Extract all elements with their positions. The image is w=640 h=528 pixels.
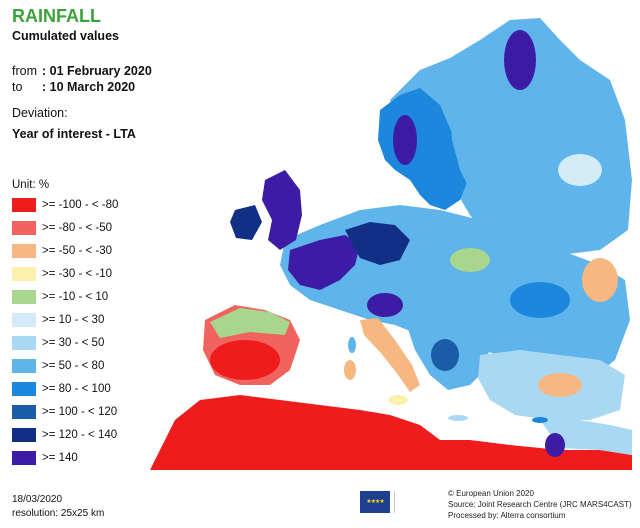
period-to-label: to: [12, 80, 23, 94]
legend-swatch: [12, 220, 36, 235]
eu-logo: ★★★★: [360, 486, 432, 518]
patch-russia-dry: [558, 154, 602, 186]
patch-morocco-dry: [180, 410, 260, 450]
legend-swatch: [12, 381, 36, 396]
patch-alps-wet: [367, 293, 403, 317]
legend-item: >= 100 - < 120: [12, 400, 118, 423]
period-from: from : 01 February 2020: [12, 64, 152, 78]
legend-swatch: [12, 450, 36, 465]
patch-baltic-dry: [450, 248, 490, 272]
credit-processed: Processed by: Alterra consortium: [448, 511, 566, 520]
ec-logo-text-icon: [394, 491, 425, 513]
map-subtitle: Cumulated values: [12, 29, 119, 43]
legend-item: >= -50 - < -30: [12, 239, 118, 262]
legend-swatch: [12, 358, 36, 373]
legend-label: >= 140: [42, 451, 78, 464]
legend-label: >= 30 - < 50: [42, 336, 105, 349]
credit-source: Source: Joint Research Centre (JRC MARS4…: [448, 500, 632, 509]
period-from-label: from: [12, 64, 37, 78]
region-iberia-north: [210, 308, 290, 338]
legend-label: >= 120 - < 140: [42, 428, 118, 441]
legend-label: >= -80 - < -50: [42, 221, 112, 234]
legend-label: >= 100 - < 120: [42, 405, 118, 418]
eu-flag-icon: ★★★★: [360, 491, 390, 513]
region-east-north-africa: [430, 440, 632, 470]
legend-swatch: [12, 427, 36, 442]
legend: >= -100 - < -80 >= -80 - < -50 >= -50 - …: [12, 193, 118, 469]
region-north-russia: [390, 18, 632, 255]
legend-label: >= 80 - < 100: [42, 382, 111, 395]
legend-item: >= -100 - < -80: [12, 193, 118, 216]
legend-label: >= 50 - < 80: [42, 359, 105, 372]
island-sicily: [388, 395, 408, 405]
legend-label: >= -50 - < -30: [42, 244, 112, 257]
patch-caucasus-dry: [582, 258, 618, 302]
legend-swatch: [12, 312, 36, 327]
legend-item: >= 30 - < 50: [12, 331, 118, 354]
legend-item: >= 120 - < 140: [12, 423, 118, 446]
legend-swatch: [12, 197, 36, 212]
legend-swatch: [12, 335, 36, 350]
legend-swatch: [12, 404, 36, 419]
legend-swatch: [12, 289, 36, 304]
legend-item: >= 10 - < 30: [12, 308, 118, 331]
island-crete: [448, 415, 468, 421]
island-sardinia: [344, 360, 356, 380]
legend-swatch: [12, 243, 36, 258]
legend-label: >= -30 - < -10: [42, 267, 112, 280]
region-italy: [360, 318, 420, 392]
region-finland: [450, 100, 500, 190]
patch-balkans-wet: [431, 339, 459, 371]
legend-item: >= -30 - < -10: [12, 262, 118, 285]
credit-copyright: © European Union 2020: [448, 489, 534, 498]
map-title: RAINFALL: [12, 6, 101, 26]
patch-levant-wet: [545, 433, 565, 457]
period-to-value: : 10 March 2020: [42, 80, 136, 94]
region-great-britain: [262, 170, 302, 250]
legend-item: >= 50 - < 80: [12, 354, 118, 377]
island-corsica: [348, 337, 356, 353]
legend-label: >= 10 - < 30: [42, 313, 105, 326]
anomaly-patches: [180, 30, 618, 457]
islands: [344, 337, 548, 423]
resolution-label: resolution: 25x25 km: [12, 508, 105, 519]
region-ireland: [230, 205, 262, 240]
deviation-value: Year of interest - LTA: [12, 127, 136, 141]
period-from-value: : 01 February 2020: [42, 64, 152, 78]
legend-label: >= -100 - < -80: [42, 198, 119, 211]
legend-item: >= -80 - < -50: [12, 216, 118, 239]
legend-item: >= -10 - < 10: [12, 285, 118, 308]
island-cyprus: [532, 417, 548, 423]
patch-turkey-dry: [538, 373, 582, 397]
patch-sweden-wet: [393, 115, 417, 165]
patch-finland-wet: [504, 30, 536, 90]
production-date: 18/03/2020: [12, 494, 63, 505]
patch-ukraine-wet: [510, 282, 570, 318]
credits: © European Union 2020 Source: Joint Rese…: [448, 488, 632, 521]
legend-item: >= 140: [12, 446, 118, 469]
deviation-label: Deviation:: [12, 106, 68, 120]
legend-swatch: [12, 266, 36, 281]
legend-unit: Unit: %: [12, 179, 50, 191]
patch-spain-dry: [210, 340, 280, 380]
period-to: to : 10 March 2020: [12, 80, 135, 94]
region-west-europe-wet: [288, 235, 360, 290]
legend-label: >= -10 - < 10: [42, 290, 109, 303]
region-germany-wet: [345, 222, 410, 265]
legend-item: >= 80 - < 100: [12, 377, 118, 400]
